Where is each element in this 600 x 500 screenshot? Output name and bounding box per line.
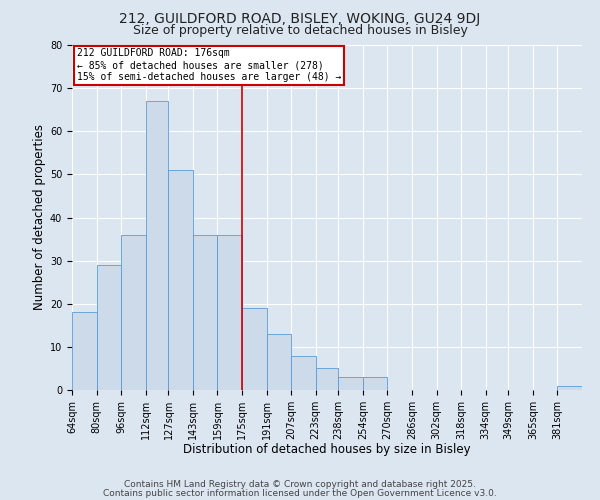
Text: Contains public sector information licensed under the Open Government Licence v3: Contains public sector information licen… bbox=[103, 488, 497, 498]
Bar bbox=[146, 101, 169, 390]
Bar bbox=[242, 308, 266, 390]
Bar bbox=[217, 235, 242, 390]
Bar bbox=[338, 377, 363, 390]
Bar bbox=[193, 235, 217, 390]
Y-axis label: Number of detached properties: Number of detached properties bbox=[33, 124, 46, 310]
X-axis label: Distribution of detached houses by size in Bisley: Distribution of detached houses by size … bbox=[183, 444, 471, 456]
Text: 212 GUILDFORD ROAD: 176sqm
← 85% of detached houses are smaller (278)
15% of sem: 212 GUILDFORD ROAD: 176sqm ← 85% of deta… bbox=[77, 48, 341, 82]
Bar bbox=[121, 235, 146, 390]
Bar bbox=[266, 334, 291, 390]
Bar bbox=[557, 386, 582, 390]
Text: Size of property relative to detached houses in Bisley: Size of property relative to detached ho… bbox=[133, 24, 467, 37]
Bar bbox=[291, 356, 316, 390]
Bar bbox=[97, 265, 121, 390]
Bar bbox=[363, 377, 388, 390]
Text: Contains HM Land Registry data © Crown copyright and database right 2025.: Contains HM Land Registry data © Crown c… bbox=[124, 480, 476, 489]
Bar bbox=[316, 368, 338, 390]
Text: 212, GUILDFORD ROAD, BISLEY, WOKING, GU24 9DJ: 212, GUILDFORD ROAD, BISLEY, WOKING, GU2… bbox=[119, 12, 481, 26]
Bar bbox=[72, 312, 97, 390]
Bar bbox=[169, 170, 193, 390]
